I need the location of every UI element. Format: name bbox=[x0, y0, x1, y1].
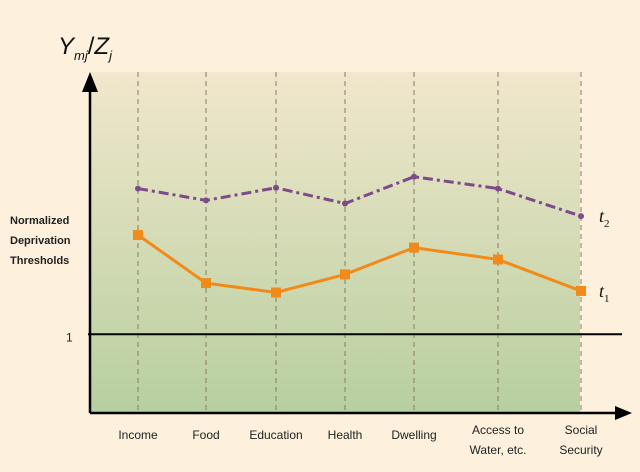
x-tick-label: Income bbox=[118, 428, 158, 442]
x-tick-label: Security bbox=[559, 443, 602, 457]
point-t1 bbox=[133, 230, 143, 241]
point-t1 bbox=[340, 269, 350, 280]
point-t2 bbox=[135, 185, 141, 192]
x-axis-arrow bbox=[615, 406, 632, 420]
reference-line-label: 1 bbox=[66, 330, 73, 344]
y-axis-title: Ymj/Zj bbox=[58, 33, 113, 63]
point-t1 bbox=[409, 242, 419, 253]
point-t2 bbox=[342, 200, 348, 207]
x-tick-label: Food bbox=[192, 428, 219, 442]
side-label-line: Thresholds bbox=[10, 255, 69, 267]
point-t2 bbox=[273, 184, 279, 191]
point-t1 bbox=[271, 287, 281, 298]
series-label-t1: t1 bbox=[599, 281, 610, 305]
point-t1 bbox=[576, 285, 586, 296]
point-t1 bbox=[201, 278, 211, 289]
point-t2 bbox=[578, 213, 584, 220]
side-label-line: Normalized bbox=[10, 215, 69, 227]
x-tick-label: Dwelling bbox=[391, 428, 436, 442]
x-tick-label: Education bbox=[249, 428, 302, 442]
point-t2 bbox=[495, 185, 501, 192]
x-tick-label: Water, etc. bbox=[470, 443, 527, 457]
x-tick-label: Social bbox=[565, 423, 598, 437]
series-label-t2: t2 bbox=[599, 206, 610, 230]
x-tick-label: Access to bbox=[472, 423, 524, 437]
point-t2 bbox=[203, 197, 209, 204]
x-tick-label: Health bbox=[328, 428, 363, 442]
side-label-line: Deprivation bbox=[10, 235, 71, 247]
point-t1 bbox=[493, 254, 503, 265]
y-axis-arrow bbox=[82, 72, 98, 92]
plot-area bbox=[90, 72, 580, 413]
point-t2 bbox=[411, 173, 417, 180]
